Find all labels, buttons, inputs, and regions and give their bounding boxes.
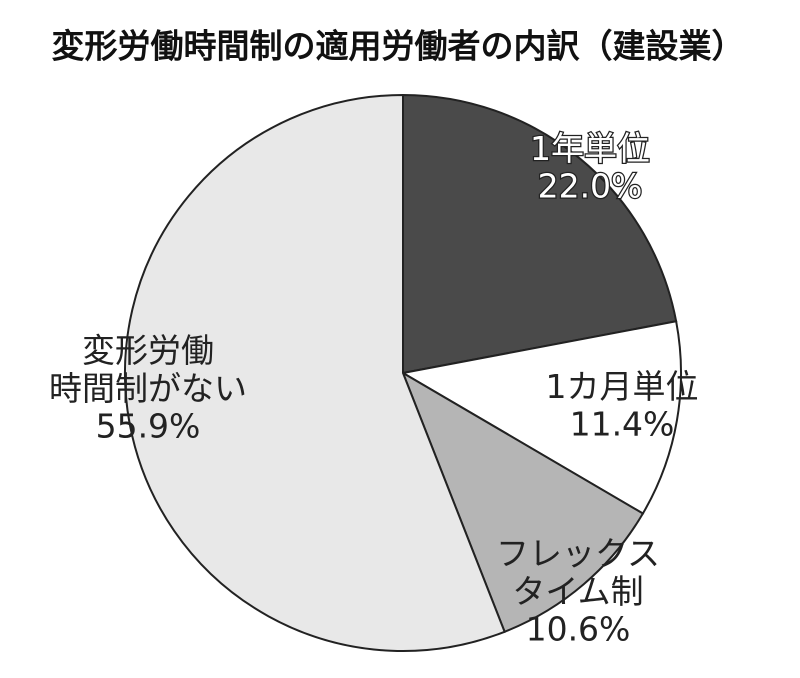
chart-title: 変形労働時間制の適用労働者の内訳（建設業）	[52, 27, 745, 66]
category-label: 変形労働時間制がない	[49, 331, 247, 408]
value-label: 55.9%	[96, 407, 201, 446]
pie-slice	[124, 93, 506, 652]
pie-slice	[402, 93, 678, 375]
pie	[124, 93, 682, 652]
category-label: 1年単位	[530, 129, 650, 168]
category-label-line: 1年単位	[530, 129, 650, 168]
pie-slice	[401, 370, 645, 634]
category-label-line: フレックス	[496, 534, 660, 573]
pie-slice	[400, 320, 682, 515]
value-label: 22.0%	[538, 167, 643, 206]
category-label: 1カ月単位	[546, 367, 699, 406]
category-label-line: タイム制	[512, 572, 643, 611]
value-label: 10.6%	[526, 610, 631, 649]
category-label-line: 時間制がない	[49, 369, 247, 408]
category-label-line: 変形労働	[82, 331, 214, 370]
category-label: フレックスタイム制	[496, 534, 660, 611]
category-label-line: 1カ月単位	[546, 367, 699, 406]
value-label: 11.4%	[570, 405, 675, 444]
